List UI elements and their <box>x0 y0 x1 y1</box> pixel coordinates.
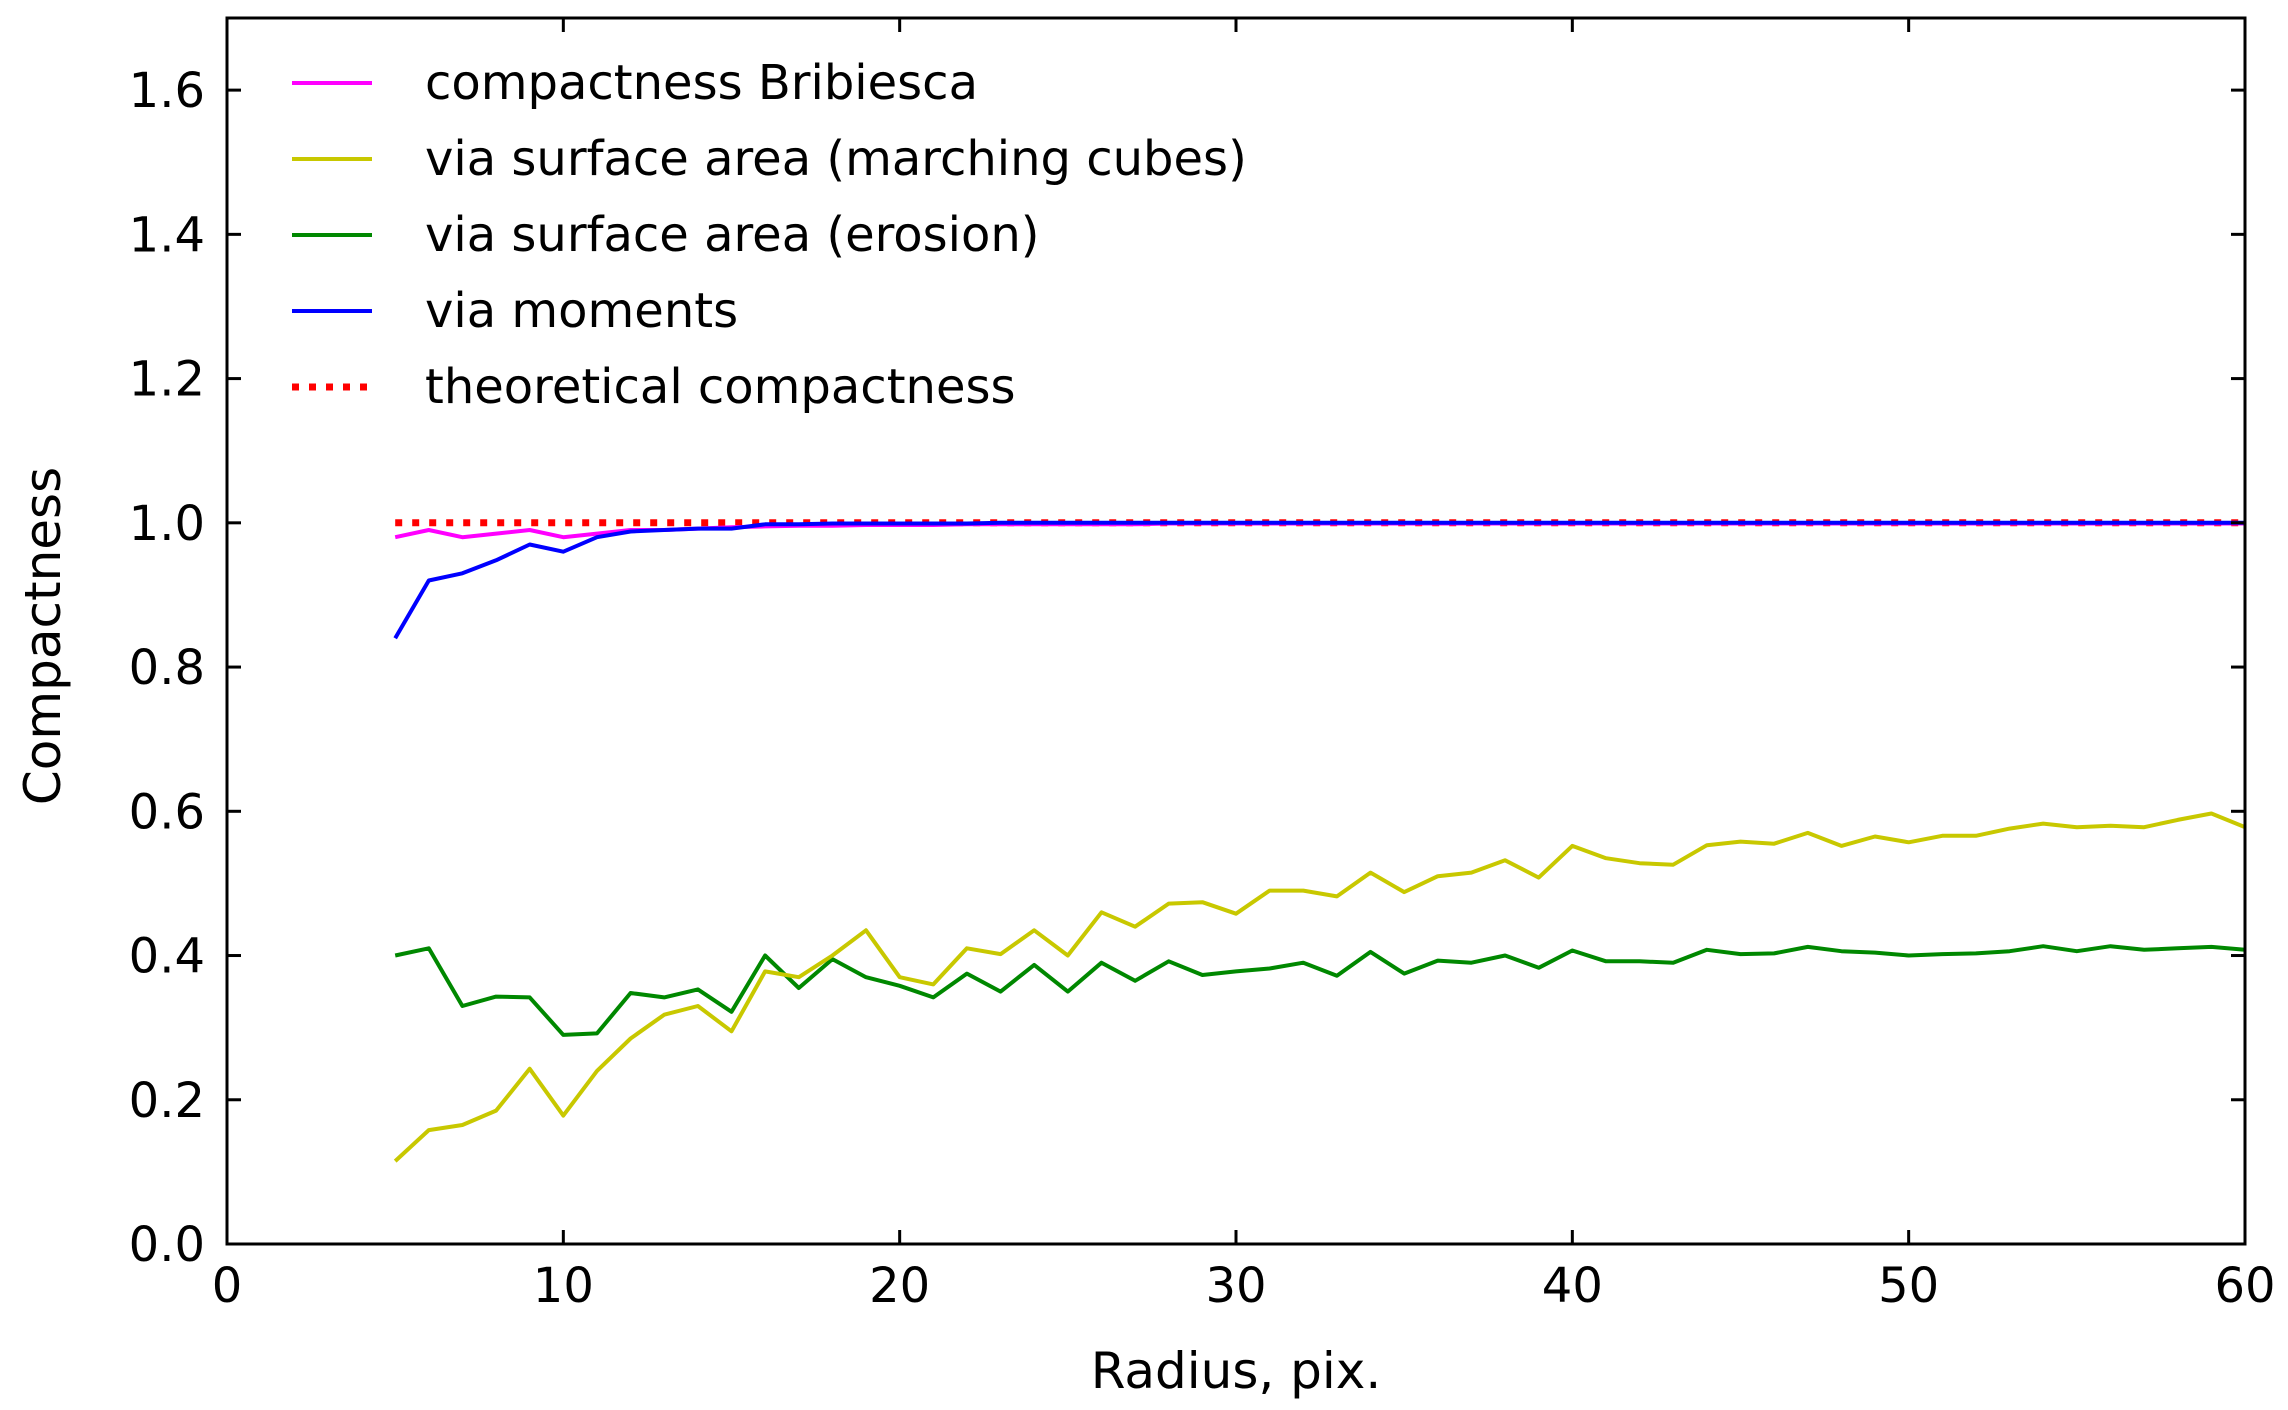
y-tick-label: 1.6 <box>129 63 205 119</box>
plot-area <box>393 519 2245 1163</box>
axes: 0 10 20 30 40 50 60 0.0 0.2 0.4 0.6 0.8 1.0 1.2 1.4 1.6 <box>129 16 2276 1314</box>
x-axis-label: Radius, pix. <box>1091 1342 1382 1400</box>
legend-label: compactness Bribiesca <box>425 55 978 111</box>
y-tick-label: 1.4 <box>129 207 205 263</box>
y-axis-label: Compactness <box>14 467 72 805</box>
legend-label: via moments <box>425 283 738 339</box>
legend-label: theoretical compactness <box>425 359 1015 415</box>
y-tick-label: 1.2 <box>129 352 205 408</box>
y-tick-label: 0.4 <box>129 929 205 985</box>
series-line-via-moments <box>393 520 2245 640</box>
series-line-via-surface-area-erosion- <box>394 944 2245 1037</box>
x-tick-label: 0 <box>212 1258 243 1314</box>
y-tick-label: 0.0 <box>129 1217 205 1273</box>
x-tick-label: 60 <box>2214 1258 2275 1314</box>
x-tick-label: 40 <box>1542 1258 1603 1314</box>
series-line-via-surface-area-marching-cubes- <box>393 811 2245 1163</box>
x-tick-label: 10 <box>533 1258 594 1314</box>
y-tick-label: 0.8 <box>129 640 205 696</box>
y-tick-label: 1.0 <box>129 496 205 552</box>
x-tick-label: 20 <box>869 1258 930 1314</box>
plot-frame <box>225 16 2247 1246</box>
y-tick-label: 0.6 <box>129 784 205 840</box>
y-tick-label: 0.2 <box>129 1073 205 1129</box>
x-tick-label: 30 <box>1205 1258 1266 1314</box>
x-tick-label: 50 <box>1878 1258 1939 1314</box>
legend: compactness Bribiesca via surface area (m… <box>292 55 1247 415</box>
legend-label: via surface area (marching cubes) <box>425 131 1247 187</box>
legend-label: via surface area (erosion) <box>425 207 1040 263</box>
